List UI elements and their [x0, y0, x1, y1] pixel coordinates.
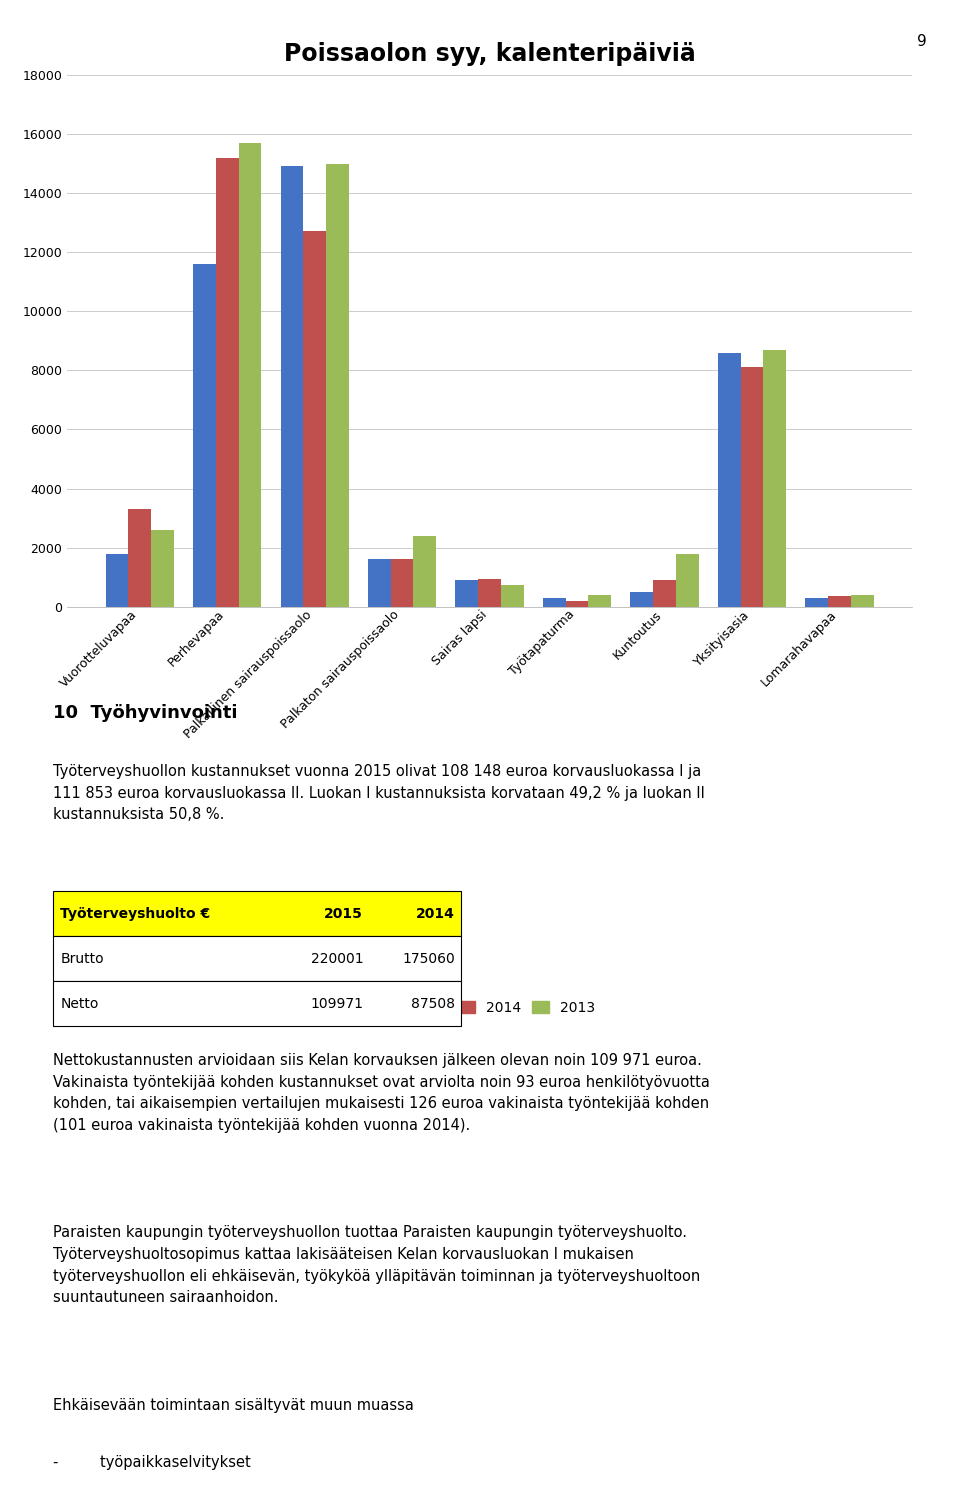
Bar — [391, 559, 414, 607]
Bar — [303, 232, 326, 607]
Text: -         työpaikkaselvitykset: - työpaikkaselvitykset — [53, 1455, 251, 1470]
Bar — [455, 580, 478, 607]
Bar — [543, 598, 565, 607]
Text: Työterveyshuollon kustannukset vuonna 2015 olivat 108 148 euroa korvausluokassa : Työterveyshuollon kustannukset vuonna 20… — [53, 764, 705, 822]
Legend: 2015, 2014, 2013: 2015, 2014, 2013 — [380, 996, 599, 1019]
Text: 10  Työhyvinvointi: 10 Työhyvinvointi — [53, 704, 237, 722]
Text: Nettokustannusten arvioidaan siis Kelan korvauksen jälkeen olevan noin 109 971 e: Nettokustannusten arvioidaan siis Kelan … — [53, 1053, 709, 1132]
Bar — [216, 157, 238, 607]
Text: Ehkäisevään toimintaan sisältyvät muun muassa: Ehkäisevään toimintaan sisältyvät muun m… — [53, 1398, 414, 1413]
Bar — [741, 367, 763, 607]
Bar — [653, 580, 676, 607]
Bar — [478, 578, 501, 607]
Text: Brutto: Brutto — [60, 951, 104, 966]
Bar — [851, 595, 874, 607]
Bar — [676, 554, 699, 607]
Title: Poissaolon syy, kalenteripäiviä: Poissaolon syy, kalenteripäiviä — [284, 42, 695, 66]
Bar — [106, 554, 129, 607]
Bar — [368, 559, 391, 607]
Text: 109971: 109971 — [310, 996, 363, 1011]
Text: 2014: 2014 — [417, 906, 455, 921]
Bar — [501, 584, 524, 607]
Bar — [326, 163, 348, 607]
Bar — [129, 509, 151, 607]
Bar — [631, 592, 653, 607]
Bar — [414, 536, 436, 607]
Text: Paraisten kaupungin työterveyshuollon tuottaa Paraisten kaupungin työterveyshuol: Paraisten kaupungin työterveyshuollon tu… — [53, 1225, 700, 1305]
Text: 220001: 220001 — [311, 951, 363, 966]
Text: 175060: 175060 — [402, 951, 455, 966]
Text: Netto: Netto — [60, 996, 99, 1011]
Bar — [805, 598, 828, 607]
Text: Työterveyshuolto €: Työterveyshuolto € — [60, 906, 210, 921]
Text: 2015: 2015 — [324, 906, 363, 921]
Bar — [718, 352, 741, 607]
Bar — [828, 596, 851, 607]
Bar — [588, 595, 612, 607]
Text: 9: 9 — [917, 34, 926, 49]
Bar — [193, 264, 216, 607]
Bar — [565, 601, 588, 607]
Bar — [151, 530, 174, 607]
Bar — [238, 142, 261, 607]
Bar — [280, 166, 303, 607]
Bar — [763, 349, 786, 607]
Text: 87508: 87508 — [411, 996, 455, 1011]
